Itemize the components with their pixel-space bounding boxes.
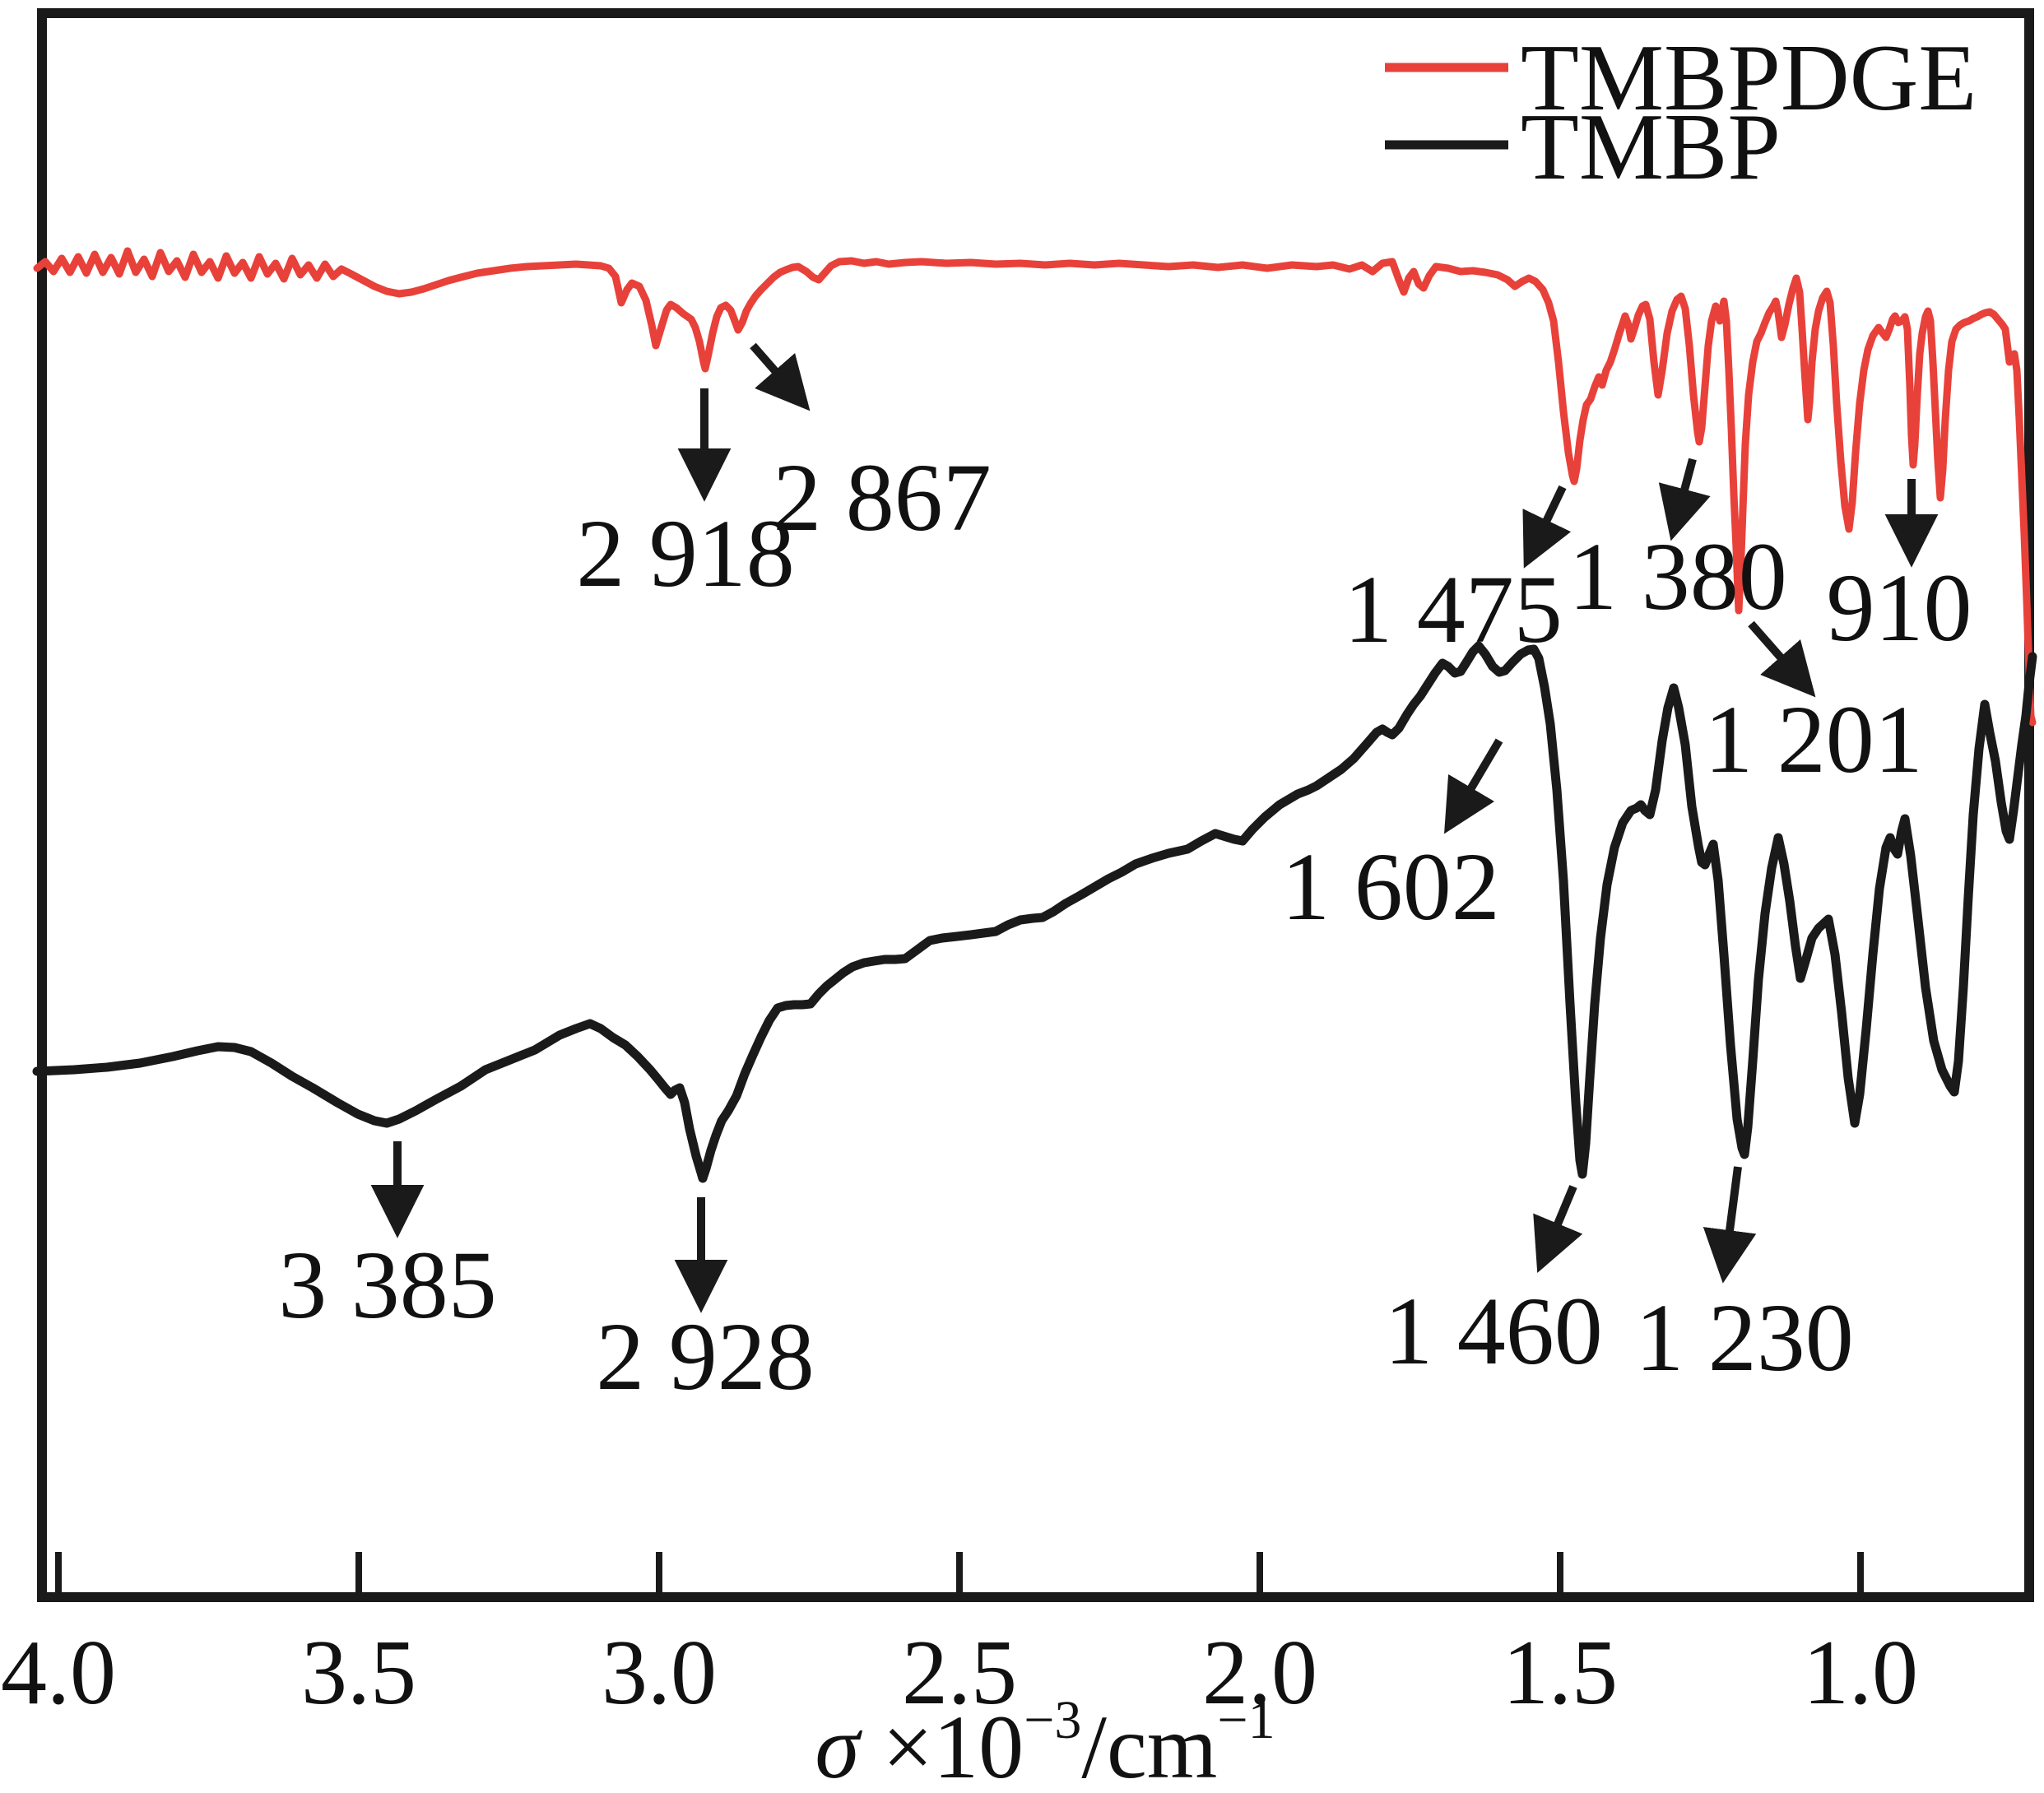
peak-annotation-910: 910	[1827, 554, 1972, 662]
annotation-arrow-1380	[1658, 458, 1711, 541]
spectrum-curve-tmbp	[32, 641, 2037, 1183]
x-axis-title-segment: σ	[815, 1697, 862, 1793]
x-tick-label-3.5: 3.5	[301, 1622, 416, 1724]
peak-annotation-2928: 2 928	[596, 1303, 815, 1410]
annotation-arrow-1475	[1522, 485, 1572, 569]
x-tick-label-2.0: 2.0	[1202, 1622, 1317, 1724]
peak-annotation-2867: 2 867	[773, 444, 992, 551]
plot-border	[37, 8, 2034, 1602]
annotation-arrow-1201	[1748, 620, 1816, 698]
annotation-arrow-1602	[1444, 738, 1503, 834]
legend-label-tmbpdge: TMBPDGE	[1521, 26, 1977, 131]
x-axis-title: σ ×10−3/cm−1	[815, 1690, 1275, 1793]
peak-annotation-1380: 1 380	[1568, 523, 1787, 630]
peak-annotation-1201: 1 201	[1704, 685, 1923, 793]
peak-annotation-1475: 1 475	[1344, 555, 1563, 663]
annotation-arrow-1460	[1533, 1185, 1583, 1273]
annotation-arrow-2867	[750, 342, 811, 411]
peak-annotation-1602: 1 602	[1281, 833, 1500, 941]
annotation-arrow-1230	[1703, 1166, 1757, 1284]
x-tick-label-4.0: 4.0	[1, 1622, 116, 1724]
legend-label-tmbp: TMBP	[1521, 95, 1781, 200]
x-tick-label-1.5: 1.5	[1503, 1622, 1618, 1724]
x-axis-title-segment: ×10	[860, 1697, 1024, 1793]
peak-annotation-1230: 1 230	[1635, 1284, 1854, 1391]
peak-annotation-2918: 2 918	[576, 499, 795, 607]
peak-annotation-1460: 1 460	[1384, 1277, 1603, 1385]
x-tick-label-1.0: 1.0	[1803, 1622, 1918, 1724]
peak-annotation-3385: 3 385	[278, 1231, 497, 1339]
spectrum-curve-tmbpdge	[33, 247, 2037, 727]
x-tick-label-2.5: 2.5	[902, 1622, 1017, 1724]
x-axis-title-segment: /cm	[1081, 1697, 1217, 1793]
x-axis-title-segment: −1	[1217, 1690, 1275, 1750]
x-tick-label-3.0: 3.0	[602, 1622, 717, 1724]
x-axis-title-segment: −3	[1024, 1690, 1081, 1750]
